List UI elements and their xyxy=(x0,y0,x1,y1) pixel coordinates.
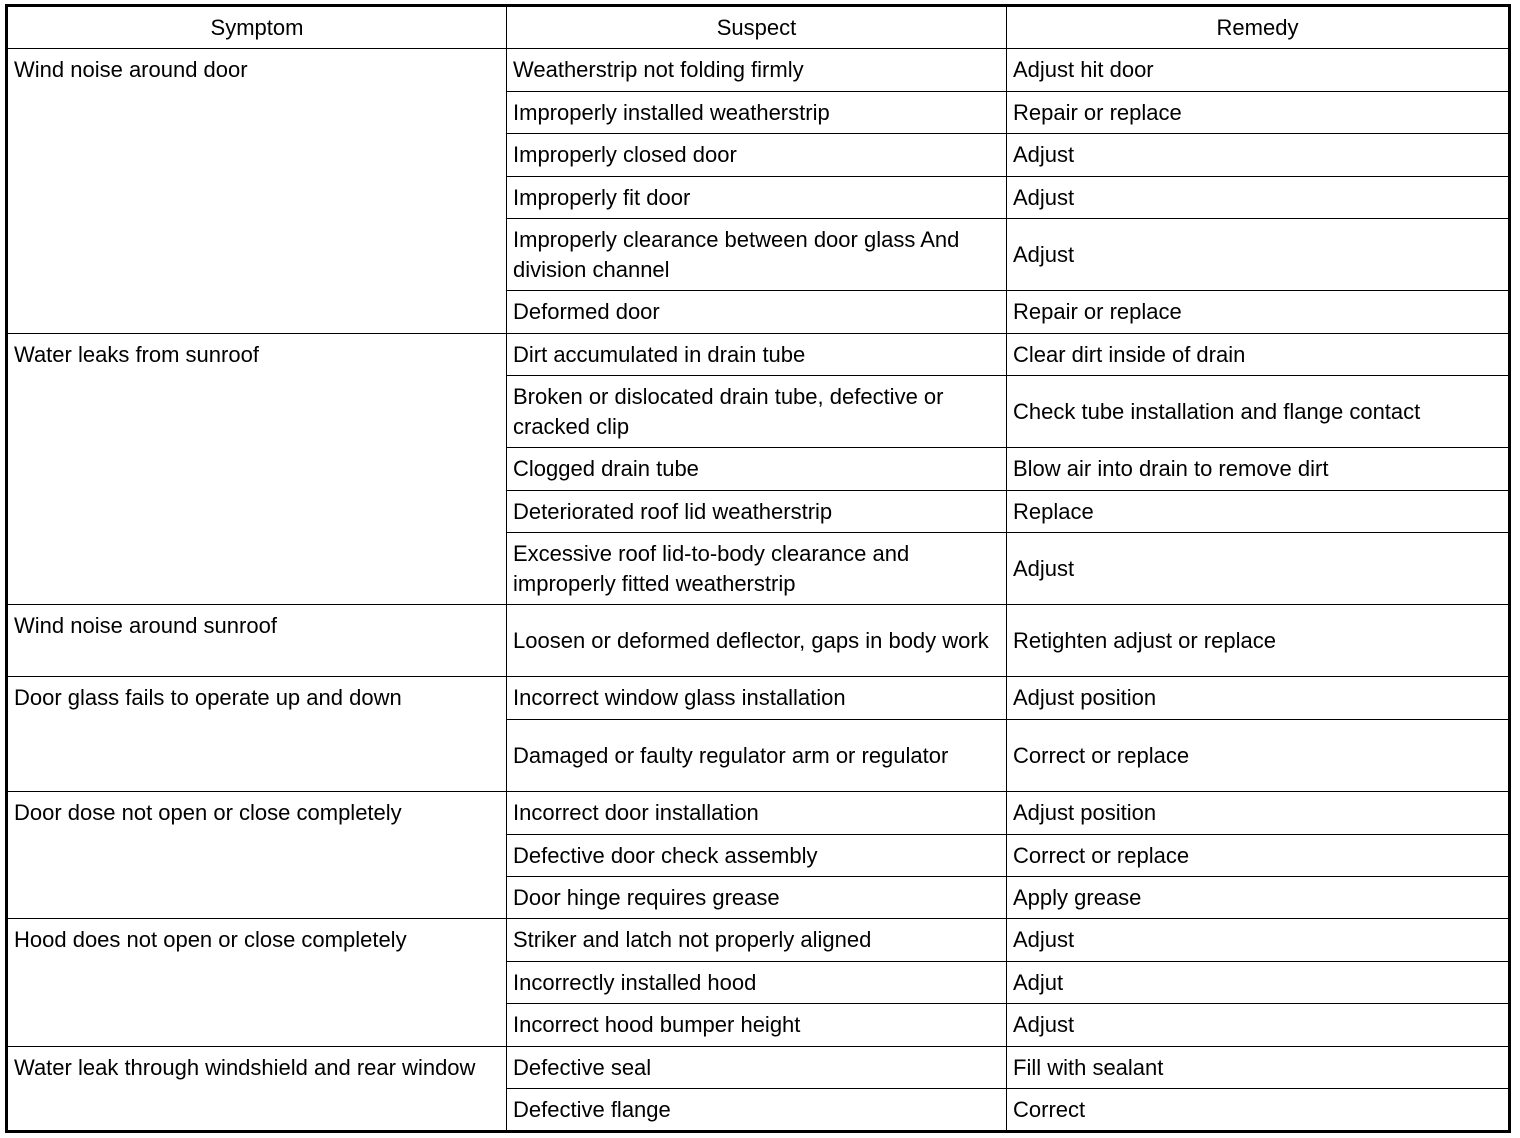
suspect-cell: Striker and latch not properly aligned xyxy=(506,918,1007,962)
table-row: Defective door check assembly Correct or … xyxy=(7,834,1510,877)
suspect-cell: Dirt accumulated in drain tube xyxy=(506,333,1007,376)
table-row: Water leaks from sunroof Dirt accumulated… xyxy=(6,333,1510,605)
remedy-cell: Adjut xyxy=(1006,961,1510,1004)
header-remedy: Remedy xyxy=(1006,5,1510,49)
suspect-cell: Loosen or deformed deflector, gaps in bo… xyxy=(506,604,1007,677)
remedy-cell: Repair or replace xyxy=(1006,290,1510,334)
suspect-cell: Excessive roof lid-to-body clearance and… xyxy=(506,532,1007,605)
table-row: Deformed door Repair or replace xyxy=(7,290,1510,334)
suspect-cell: Door hinge requires grease xyxy=(506,876,1007,919)
remedy-cell: Apply grease xyxy=(1006,876,1510,919)
table-row: Water leak through windshield and rear w… xyxy=(6,1046,1510,1132)
suspect-cell: Improperly installed weatherstrip xyxy=(506,91,1007,134)
suspect-cell: Defective seal xyxy=(506,1046,1007,1089)
remedy-cell: Check tube installation and flange conta… xyxy=(1006,375,1510,448)
table-row: Improperly installed weatherstrip Repair … xyxy=(7,91,1510,134)
header-suspect: Suspect xyxy=(506,5,1007,49)
symptom-cell: Door dose not open or close completely xyxy=(6,791,507,919)
table-row: Wind noise around sunroof Loosen or defor… xyxy=(6,604,1510,677)
remedy-cell: Adjust hit door xyxy=(1006,48,1510,92)
header-row: Symptom Suspect Remedy xyxy=(6,5,1510,49)
symptom-cell: Wind noise around sunroof xyxy=(6,604,507,677)
remedy-cell: Clear dirt inside of drain xyxy=(1006,333,1510,376)
table-row: Excessive roof lid-to-body clearance and… xyxy=(7,532,1510,605)
suspect-cell: Improperly closed door xyxy=(506,133,1007,177)
symptom-cell: Hood does not open or close completely xyxy=(6,918,507,1047)
remedy-cell: Correct or replace xyxy=(1006,834,1510,877)
remedy-cell: Fill with sealant xyxy=(1006,1046,1510,1089)
suspect-cell: Incorrect door installation xyxy=(506,791,1007,835)
remedy-cell: Adjust xyxy=(1006,133,1510,177)
table-row: Damaged or faulty regulator arm or regul… xyxy=(7,719,1510,792)
suspect-cell: Incorrect hood bumper height xyxy=(506,1003,1007,1047)
suspect-cell: Deformed door xyxy=(506,290,1007,334)
suspect-cell: Broken or dislocated drain tube, defecti… xyxy=(506,375,1007,448)
remedy-cell: Correct xyxy=(1006,1088,1510,1132)
remedy-cell: Adjust xyxy=(1006,918,1510,962)
remedy-cell: Adjust position xyxy=(1006,791,1510,835)
suspect-cell: Defective flange xyxy=(506,1088,1007,1132)
remedy-cell: Retighten adjust or replace xyxy=(1006,604,1510,677)
remedy-cell: Repair or replace xyxy=(1006,91,1510,134)
table-row: Wind noise around door Weatherstrip not f… xyxy=(6,48,1510,334)
symptom-cell: Door glass fails to operate up and down xyxy=(6,676,507,792)
suspect-cell: Deteriorated roof lid weatherstrip xyxy=(506,490,1007,533)
symptom-cell: Water leaks from sunroof xyxy=(6,333,507,605)
table-row: Broken or dislocated drain tube, defecti… xyxy=(7,375,1510,448)
table-row: Incorrect hood bumper height Adjust xyxy=(7,1003,1510,1047)
remedy-cell: Adjust xyxy=(1006,1003,1510,1047)
suspect-cell: Weatherstrip not folding firmly xyxy=(506,48,1007,92)
suspect-cell: Improperly clearance between door glass … xyxy=(506,218,1007,291)
suspect-cell: Clogged drain tube xyxy=(506,447,1007,491)
symptom-cell: Water leak through windshield and rear w… xyxy=(6,1046,507,1132)
remedy-cell: Adjust xyxy=(1006,532,1510,605)
remedy-cell: Adjust xyxy=(1006,218,1510,291)
table-row: Door hinge requires grease Apply grease xyxy=(7,876,1510,919)
suspect-cell: Incorrectly installed hood xyxy=(506,961,1007,1004)
table-row: Defective flange Correct xyxy=(7,1088,1510,1132)
remedy-cell: Adjust position xyxy=(1006,676,1510,720)
table-row: Hood does not open or close completely St… xyxy=(6,918,1510,1047)
remedy-cell: Blow air into drain to remove dirt xyxy=(1006,447,1510,491)
suspect-cell: Damaged or faulty regulator arm or regul… xyxy=(506,719,1007,792)
header-symptom: Symptom xyxy=(6,5,507,49)
table-row: Door glass fails to operate up and down I… xyxy=(6,676,1510,792)
troubleshooting-table: Symptom Suspect Remedy Wind noise around… xyxy=(5,4,1511,1133)
suspect-cell: Incorrect window glass installation xyxy=(506,676,1007,720)
remedy-cell: Adjust xyxy=(1006,176,1510,219)
remedy-cell: Replace xyxy=(1006,490,1510,533)
table-row: Door dose not open or close completely In… xyxy=(6,791,1510,919)
remedy-cell: Correct or replace xyxy=(1006,719,1510,792)
suspect-cell: Defective door check assembly xyxy=(506,834,1007,877)
symptom-cell: Wind noise around door xyxy=(6,48,507,334)
suspect-cell: Improperly fit door xyxy=(506,176,1007,219)
